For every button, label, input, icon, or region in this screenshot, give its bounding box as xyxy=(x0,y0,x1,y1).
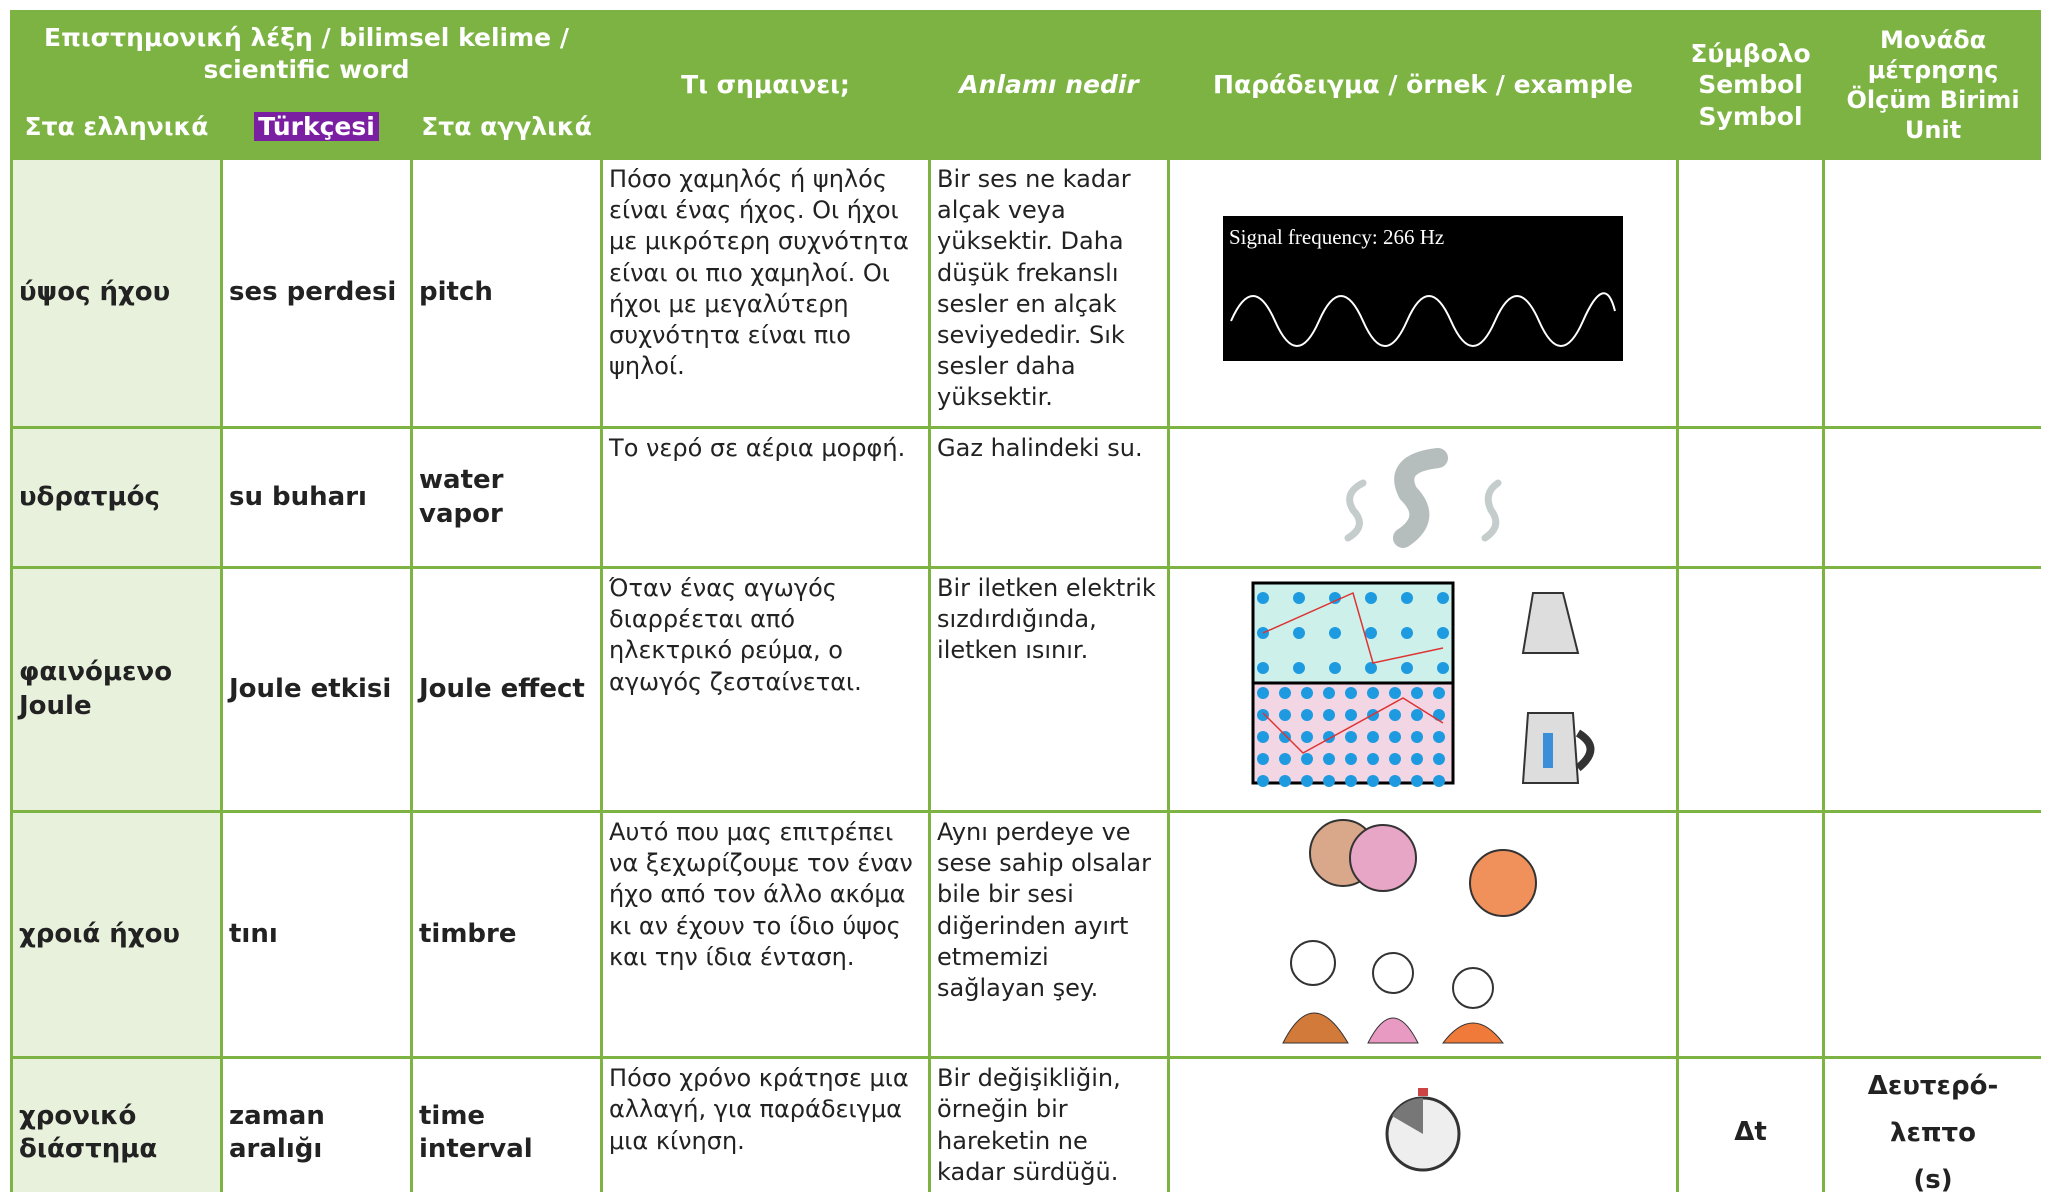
table-cell: water vapor xyxy=(409,426,604,569)
table-cell: timbre xyxy=(409,809,604,1060)
table-cell xyxy=(1676,566,1826,813)
header-cell: Σύμβολο Sembol Symbol xyxy=(1676,10,1826,160)
header-text: Anlamı nedir xyxy=(959,70,1139,100)
header-text: Unit xyxy=(1904,116,1962,144)
table-cell: pitch xyxy=(409,157,604,429)
header-cell: Τι σημαινει; xyxy=(600,10,932,160)
table-cell: Signal frequency: 266 Hz xyxy=(1167,157,1680,429)
table-cell: Bir iletken elektrik sızdırdığında, ilet… xyxy=(928,566,1171,813)
table-cell: Aynı perdeye ve sese sahip olsalar bile … xyxy=(928,809,1171,1060)
timbre-image xyxy=(1282,819,1538,1044)
table-cell xyxy=(1676,157,1826,429)
header-cell: Παράδειγμα / örnek / example xyxy=(1167,10,1680,160)
header-text: Μονάδα μέτρησης xyxy=(1867,26,1999,84)
unit-text: Δευτερό-λεπτο xyxy=(1867,1071,1999,1148)
table-cell: Bir ses ne kadar alçak veya yüksektir. D… xyxy=(928,157,1171,429)
table-cell: φαινόμενο Joule xyxy=(10,566,223,813)
table-cell xyxy=(1822,566,2041,813)
header-text: Symbol xyxy=(1698,101,1803,131)
table-cell xyxy=(1676,809,1826,1060)
table-cell xyxy=(1167,1056,1680,1192)
table-cell xyxy=(1822,809,2041,1060)
header-text: Σύμβολο xyxy=(1690,39,1811,69)
glossary-table: Επιστημονική λέξη / bilimsel kelime / sc… xyxy=(10,10,2041,1192)
table-cell: Bir değişikliğin, örneğin bir hareketin … xyxy=(928,1056,1171,1192)
table-cell: Όταν ένας αγωγός διαρρέεται από ηλεκτρικ… xyxy=(600,566,932,813)
image-label: Signal frequency: 266 Hz xyxy=(1229,225,1444,249)
header-cell: Στα αγγλικά xyxy=(409,94,604,160)
table-cell: χρονικό διάστημα xyxy=(10,1056,223,1192)
table-body: ύψος ήχου ses perdesi pitch Πόσο χαμηλός ή … xyxy=(10,157,2041,1192)
table-cell: Πόσο χρόνο κράτησε μια αλλαγή, για παράδ… xyxy=(600,1056,932,1192)
table-cell xyxy=(1167,566,1680,813)
table-cell xyxy=(1822,157,2041,429)
table-cell xyxy=(1167,809,1680,1060)
header-cell: Μονάδα μέτρησης Ölçüm Birimi Unit xyxy=(1822,10,2041,160)
table-cell: Joule etkisi xyxy=(220,566,413,813)
table-cell: Πόσο χαμηλός ή ψηλός είναι ένας ήχος. Οι… xyxy=(600,157,932,429)
header-cell: Επιστημονική λέξη / bilimsel kelime / sc… xyxy=(10,10,604,97)
table-cell: ύψος ήχου xyxy=(10,157,223,429)
table-cell xyxy=(1822,426,2041,569)
page: Επιστημονική λέξη / bilimsel kelime / sc… xyxy=(10,10,2041,1192)
header-text: Sembol xyxy=(1698,70,1803,100)
joule-image xyxy=(1251,581,1595,787)
table-cell: Δευτερό-λεπτο (s) xyxy=(1822,1056,2041,1192)
vapor-image xyxy=(1344,448,1502,549)
header-text: Ölçüm Birimi xyxy=(1846,86,2020,114)
table-cell: Gaz halindeki su. xyxy=(928,426,1171,569)
table-cell: Δt xyxy=(1676,1056,1826,1192)
table-cell: χροιά ήχου xyxy=(10,809,223,1060)
table-cell: time interval xyxy=(409,1056,604,1192)
table-cell: tını xyxy=(220,809,413,1060)
table-cell: su buharı xyxy=(220,426,413,569)
header-text: Türkçesi xyxy=(254,112,379,142)
stopwatch-image xyxy=(1385,1088,1461,1172)
pitch-image: Signal frequency: 266 Hz xyxy=(1223,216,1624,362)
header-cell: Türkçesi xyxy=(220,94,413,160)
table-cell: Joule effect xyxy=(409,566,604,813)
table-cell xyxy=(1676,426,1826,569)
table-cell: Αυτό που μας επιτρέπει να ξεχωρίζουμε το… xyxy=(600,809,932,1060)
table-cell xyxy=(1167,426,1680,569)
table-cell: Το νερό σε αέρια μορφή. xyxy=(600,426,932,569)
table-cell: ses perdesi xyxy=(220,157,413,429)
unit-text: (s) xyxy=(1913,1164,1953,1192)
header-cell: Anlamı nedir xyxy=(928,10,1171,160)
table-cell: zaman aralığı xyxy=(220,1056,413,1192)
header-cell: Στα ελληνικά xyxy=(10,94,223,160)
table-cell: υδρατμός xyxy=(10,426,223,569)
